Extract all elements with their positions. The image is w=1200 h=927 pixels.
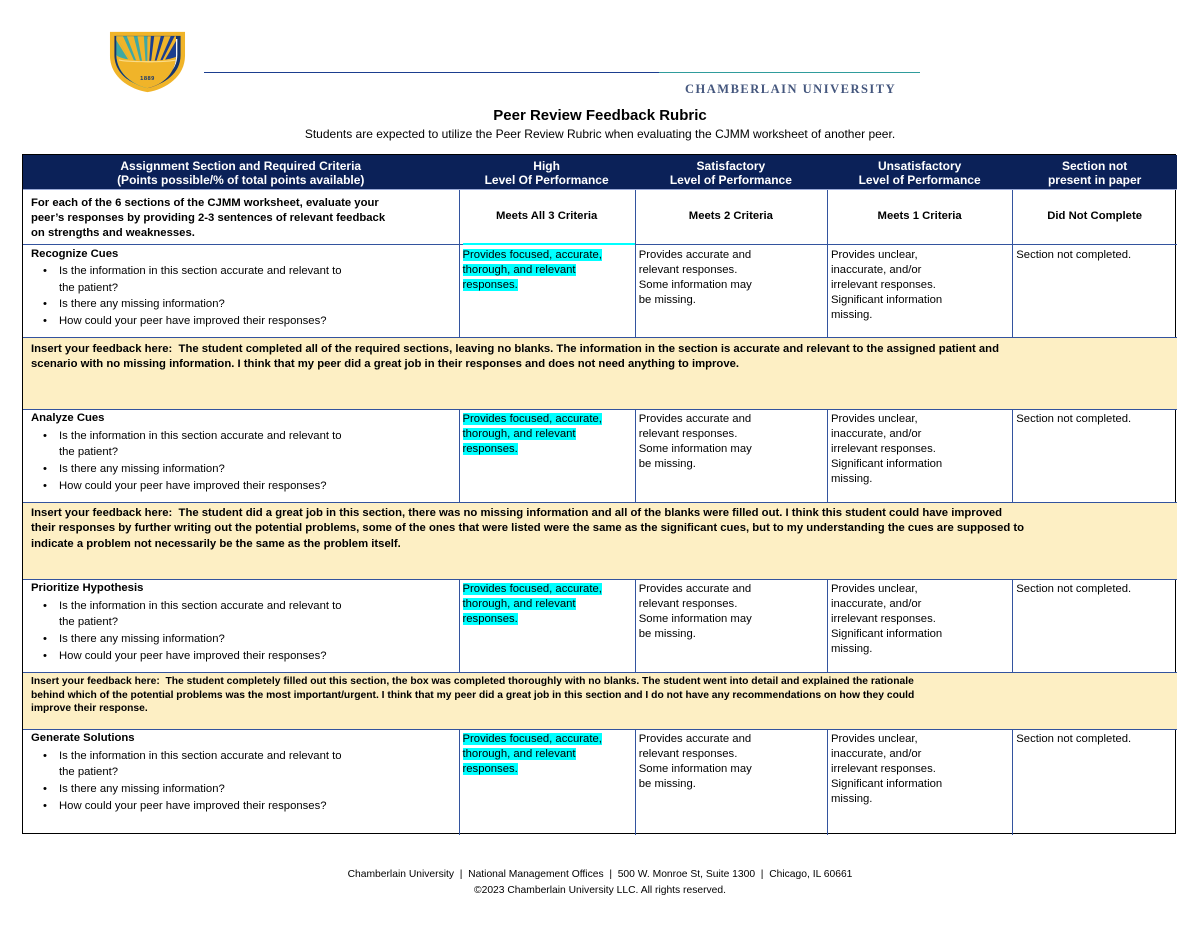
svg-text:1889: 1889: [140, 76, 155, 82]
